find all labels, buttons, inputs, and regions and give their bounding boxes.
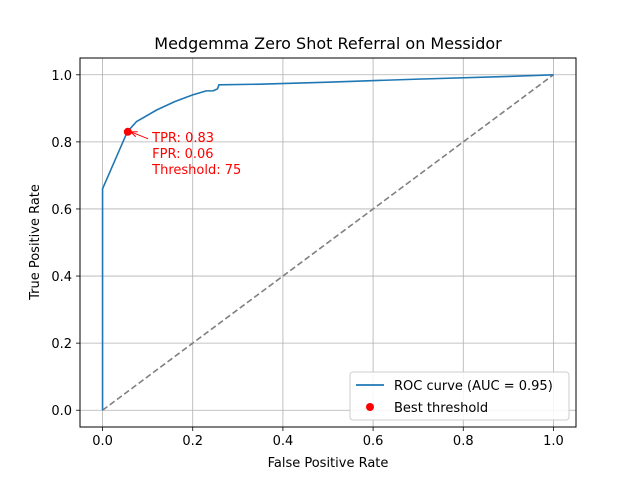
chart-title: Medgemma Zero Shot Referral on Messidor	[154, 34, 502, 53]
roc-curve-line	[101, 73, 554, 411]
y-axis-label: True Positive Rate	[28, 184, 43, 301]
y-tick-label: 0.6	[51, 203, 72, 218]
best-threshold-point	[123, 127, 132, 136]
x-tick-label: 1.0	[543, 434, 564, 449]
legend-best-label: Best threshold	[394, 401, 488, 416]
plot-frame	[79, 57, 577, 428]
legend-box	[349, 371, 570, 421]
annotation-line: Threshold: 75	[151, 163, 241, 178]
x-axis-ticks: 0.0 0.2 0.4 0.6 0.8 1.0	[92, 427, 564, 449]
legend: ROC curve (AUC = 0.95) Best threshold	[349, 371, 570, 421]
annotation-line: FPR: 0.06	[152, 147, 213, 162]
y-axis-ticks: 0.0 0.2 0.4 0.6 0.8 1.0	[51, 69, 80, 419]
y-tick-label: 0.0	[51, 404, 72, 419]
x-tick-label: 0.2	[182, 434, 203, 449]
chance-diagonal-line	[102, 74, 554, 411]
series-layer	[101, 73, 554, 411]
x-tick-label: 0.6	[363, 434, 384, 449]
y-tick-label: 0.4	[51, 270, 72, 285]
y-tick-label: 1.0	[51, 69, 72, 84]
legend-best-swatch	[366, 403, 374, 411]
annotation-line: TPR: 0.83	[151, 131, 214, 146]
annotation-arrow	[130, 131, 149, 140]
y-tick-label: 0.2	[51, 337, 72, 352]
annotation-arrowhead	[129, 131, 138, 138]
x-tick-label: 0.8	[453, 434, 474, 449]
x-axis-label: False Positive Rate	[268, 456, 389, 471]
legend-roc-label: ROC curve (AUC = 0.95)	[394, 379, 553, 394]
y-tick-label: 0.8	[51, 136, 72, 151]
reference-layer	[102, 74, 554, 411]
x-tick-label: 0.0	[92, 434, 113, 449]
x-tick-label: 0.4	[273, 434, 294, 449]
